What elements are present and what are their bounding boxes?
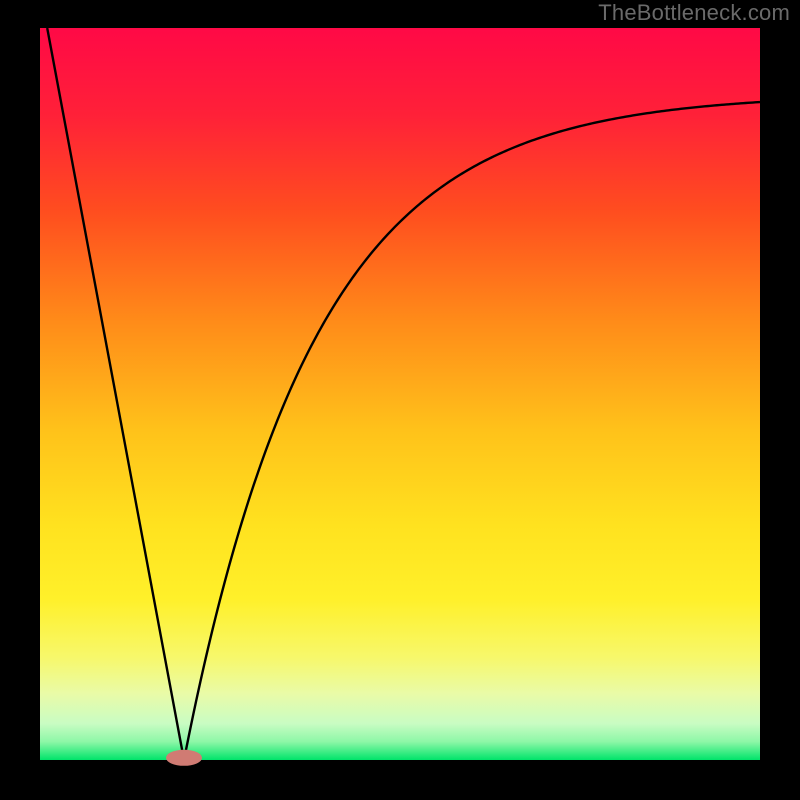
heat-gradient — [40, 28, 760, 760]
chart-container: TheBottleneck.com — [0, 0, 800, 800]
watermark-label: TheBottleneck.com — [598, 0, 790, 26]
apex-marker — [166, 750, 202, 766]
bottleneck-chart — [0, 0, 800, 800]
